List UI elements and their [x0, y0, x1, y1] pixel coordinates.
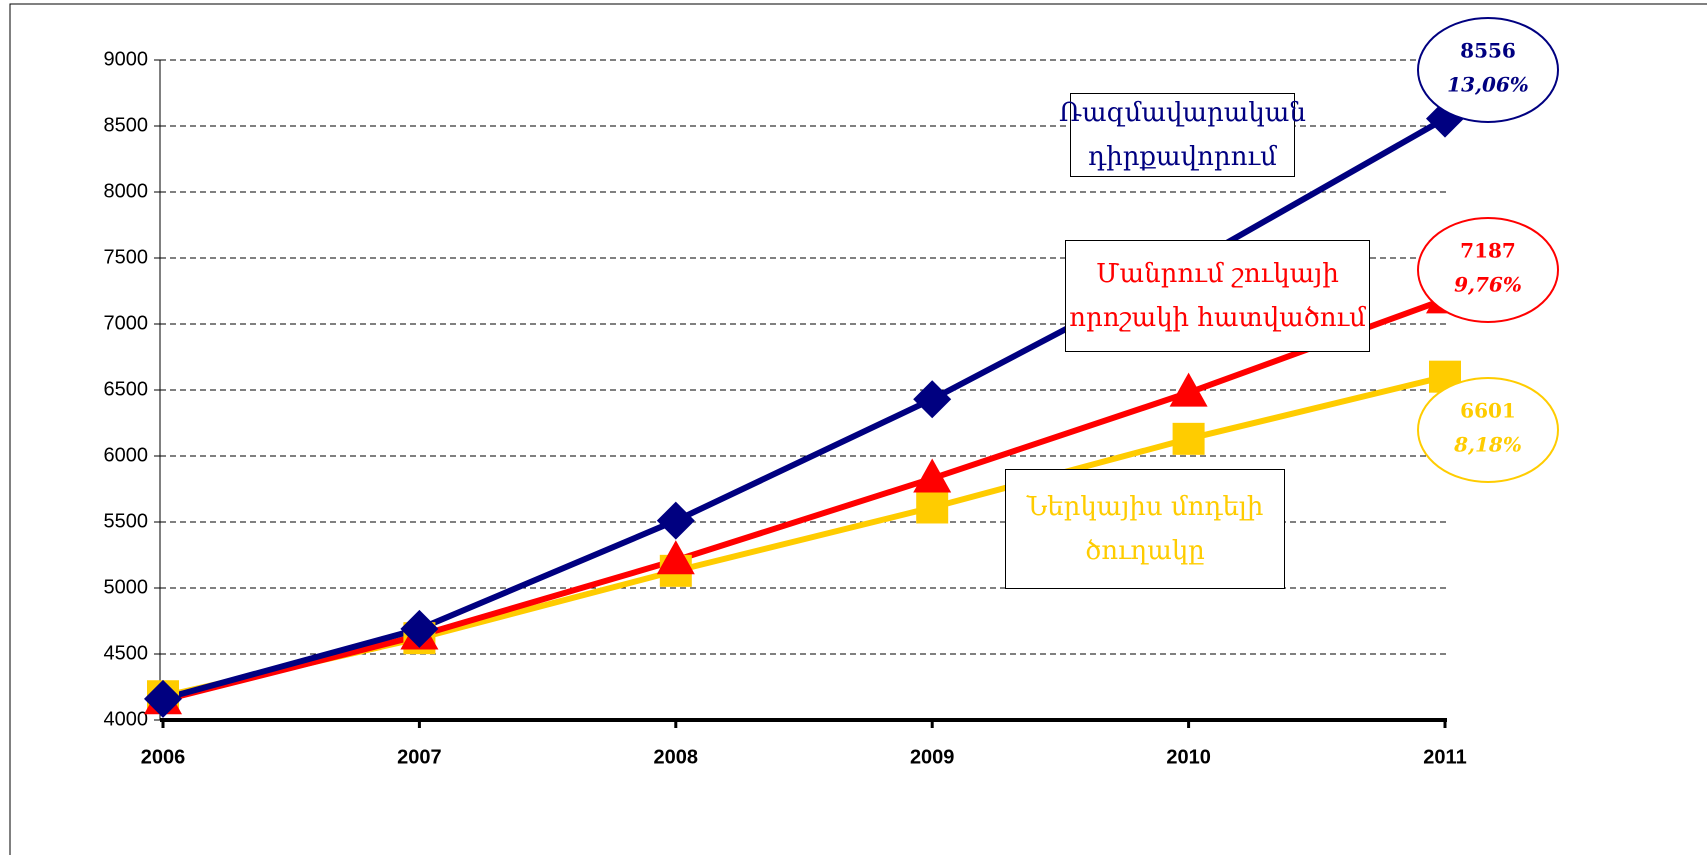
data-label: 8556 — [1460, 39, 1516, 63]
marker — [400, 609, 439, 648]
series-line — [162, 116, 1447, 702]
y-tick-label: 8500 — [104, 114, 149, 136]
y-tick-label: 6000 — [104, 444, 149, 466]
y-tick-label: 4500 — [104, 642, 149, 664]
growth-label: 13,06% — [1447, 73, 1529, 97]
y-tick-label: 5500 — [104, 510, 149, 532]
chart-frame — [9, 3, 1707, 855]
marker — [656, 540, 695, 575]
x-tick-label: 2006 — [141, 746, 186, 768]
y-tick-label: 6500 — [104, 378, 149, 400]
data-label: 6601 — [1460, 399, 1516, 423]
marker — [1172, 422, 1205, 455]
series-label: Ռազմավարական դիրքավորում — [1059, 93, 1306, 177]
y-tick-label: 8000 — [104, 180, 149, 202]
value-ellipse — [1417, 17, 1559, 123]
marker — [916, 491, 949, 524]
value-ellipse — [1417, 377, 1559, 483]
y-tick-label: 7500 — [104, 246, 149, 268]
value-ellipse — [1417, 217, 1559, 323]
y-tick-label: 9000 — [104, 48, 149, 70]
marker — [1169, 372, 1208, 407]
x-tick-label: 2009 — [910, 746, 955, 768]
growth-label: 9,76% — [1454, 273, 1522, 297]
marker — [913, 380, 952, 419]
series-line — [162, 296, 1447, 704]
marker — [913, 458, 952, 493]
x-tick-label: 2008 — [654, 746, 699, 768]
data-label: 7187 — [1460, 239, 1516, 263]
x-tick-label: 2011 — [1423, 746, 1466, 768]
x-tick-label: 2010 — [1166, 746, 1211, 768]
y-tick-label: 7000 — [104, 312, 149, 334]
marker — [144, 679, 182, 718]
growth-label: 8,18% — [1453, 433, 1522, 457]
series-label: Ներկայիս մոդելի ծուղակը — [1005, 469, 1285, 589]
marker — [656, 501, 695, 540]
y-tick-label: 5000 — [104, 576, 149, 598]
y-tick-label: 4000 — [104, 708, 149, 730]
series-label: Մանրում շուկայի որոշակի հատվածում — [1065, 240, 1370, 352]
x-tick-label: 2007 — [397, 746, 442, 768]
